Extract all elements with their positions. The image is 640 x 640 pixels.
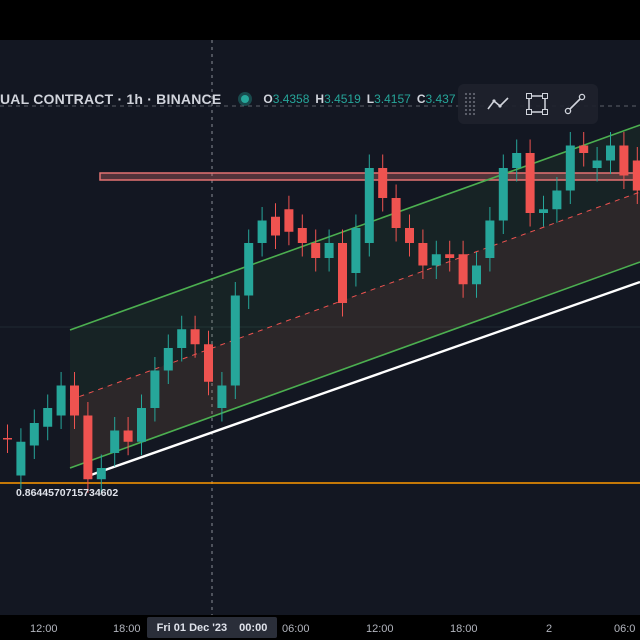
candle-body [257, 220, 267, 243]
channel-mid-line[interactable] [69, 191, 640, 401]
candle-body [244, 243, 254, 296]
chart-grid [0, 40, 640, 615]
drawing-toolbar [458, 84, 598, 124]
drag-handle-icon[interactable] [464, 92, 476, 116]
candle-body [137, 408, 146, 442]
ohlc-open: O3.4358 [263, 92, 310, 106]
time-tick: 18:00 [450, 623, 478, 635]
candle-body [204, 344, 213, 382]
trend-line-tool-icon[interactable] [484, 89, 514, 119]
crosshair-hour: 00:00 [239, 621, 268, 634]
candle-body [512, 153, 522, 168]
crosshair-time-label: Fri 01 Dec '23 00:00 [147, 617, 277, 638]
ohlc-close: C3.437 [416, 92, 456, 106]
candle-body [297, 228, 307, 243]
candle-body [431, 254, 441, 266]
ray-tool-icon[interactable] [560, 89, 590, 119]
candle-body [418, 243, 428, 266]
chart-area[interactable]: UAL CONTRACT · 1h · BINANCE O3.4358 H3.4… [0, 40, 640, 615]
candle-body [16, 441, 26, 476]
candle-body [110, 430, 120, 453]
candle-body [351, 228, 361, 273]
candle-body [632, 160, 640, 191]
candle-body [552, 190, 562, 210]
candle-body [378, 168, 388, 198]
time-tick: 12:00 [366, 623, 394, 635]
candle-body [43, 408, 53, 427]
candle-body [83, 415, 93, 480]
candle-body [96, 468, 106, 480]
candle-body [525, 153, 535, 213]
candle-body [190, 329, 200, 345]
candle-body [592, 160, 602, 168]
candle-body [338, 243, 347, 303]
candle-body [217, 385, 227, 408]
time-tick: 06:00 [282, 623, 310, 635]
symbol-title[interactable]: UAL CONTRACT · 1h · BINANCE [0, 91, 222, 107]
candle-body [472, 265, 481, 285]
channel-bottom-line[interactable] [69, 261, 640, 469]
candle-body [405, 228, 414, 243]
channel-drawings[interactable] [0, 124, 640, 484]
candle-body [364, 168, 374, 243]
candle-body [230, 295, 240, 386]
candle-body [619, 145, 629, 176]
candle-body [458, 254, 468, 285]
time-axis[interactable]: 12:00 18:00 Fri 01 Dec '23 00:00 06:00 1… [0, 615, 640, 640]
time-tick: 06:0 [614, 623, 636, 635]
time-tick: 2 [546, 623, 553, 635]
candle-body [150, 370, 160, 408]
candle-body [284, 209, 294, 232]
candle-body [565, 145, 575, 191]
channel-top-line[interactable] [69, 124, 640, 331]
candle-body [498, 168, 508, 221]
candle-body [485, 220, 495, 258]
market-status-dot [241, 95, 250, 103]
candle-body [56, 385, 66, 416]
candle-body [163, 348, 173, 371]
candle-body [123, 430, 133, 442]
ohlc-low: L3.4157 [366, 92, 411, 106]
channel-lower-fill [70, 192, 640, 468]
ohlc-high: H3.4519 [315, 92, 361, 106]
time-tick: 18:00 [113, 623, 141, 635]
candle-body [70, 385, 79, 416]
time-tick: 12:00 [30, 623, 58, 635]
candles-group [3, 132, 640, 493]
candle-body [445, 254, 455, 258]
candle-body [311, 243, 321, 258]
candle-body [3, 438, 12, 440]
candle-body [391, 198, 401, 228]
candle-body [579, 145, 589, 153]
candle-body [324, 243, 334, 258]
symbol-header: UAL CONTRACT · 1h · BINANCE O3.4358 H3.4… [0, 84, 462, 114]
candle-body [271, 216, 280, 236]
candle-body [539, 209, 548, 213]
rectangle-tool-icon[interactable] [522, 89, 552, 119]
candle-body [29, 423, 39, 446]
candle-body [606, 145, 615, 161]
support-trend-line[interactable] [87, 280, 640, 478]
crosshair-date: Fri 01 Dec '23 [156, 621, 228, 634]
candlestick-chart[interactable] [0, 40, 640, 615]
baseline-price-label: 0.8644570715734602 [16, 487, 119, 499]
candle-body [177, 329, 187, 348]
